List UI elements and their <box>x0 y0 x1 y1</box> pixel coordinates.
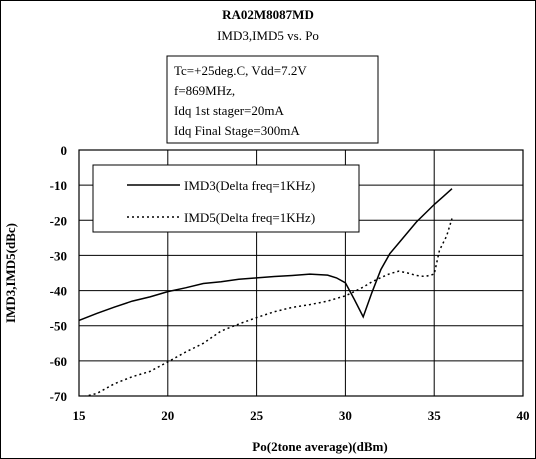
series-layer <box>79 188 453 396</box>
legend-box <box>92 164 360 233</box>
y-tick-label: -20 <box>50 213 67 228</box>
x-tick-label: 35 <box>428 408 442 423</box>
x-tick-label: 20 <box>161 408 174 423</box>
x-axis-label: Po(2tone average)(dBm) <box>252 439 387 454</box>
condition-line-4: Idq Final Stage=300mA <box>174 123 300 138</box>
legend-label-imd3: IMD3(Delta freq=1KHz) <box>184 178 315 193</box>
y-tick-label: -50 <box>50 319 67 334</box>
series-line-imd3 <box>79 188 453 322</box>
x-tick-label: 30 <box>339 408 352 423</box>
x-tick-label: 40 <box>517 408 530 423</box>
condition-line-1: Tc=+25deg.C, Vdd=7.2V <box>174 63 307 78</box>
y-tick-label: -30 <box>50 248 67 263</box>
y-tick-label: -60 <box>50 354 67 369</box>
chart-subtitle: IMD3,IMD5 vs. Po <box>217 28 319 43</box>
x-tick-label: 15 <box>73 408 87 423</box>
conditions-box <box>166 55 379 144</box>
y-tick-label: -10 <box>50 178 67 193</box>
plot-border <box>78 149 524 397</box>
condition-line-3: Idq 1st stager=20mA <box>174 103 284 118</box>
x-tick-label: 25 <box>250 408 264 423</box>
y-tick-label: 0 <box>61 143 68 158</box>
y-tick-label: -70 <box>50 389 67 404</box>
condition-line-2: f=869MHz, <box>174 83 235 98</box>
chart-title: RA02M8087MD <box>222 7 314 22</box>
y-tick-label: -40 <box>50 284 67 299</box>
tick-labels: 0 -10 -20 -30 -40 -50 -60 -70 15 20 25 30 35 40 <box>50 143 530 423</box>
legend-label-imd5: IMD5(Delta freq=1KHz) <box>184 210 315 225</box>
y-axis-label: IMD3,IMD5(dBc) <box>3 223 18 323</box>
